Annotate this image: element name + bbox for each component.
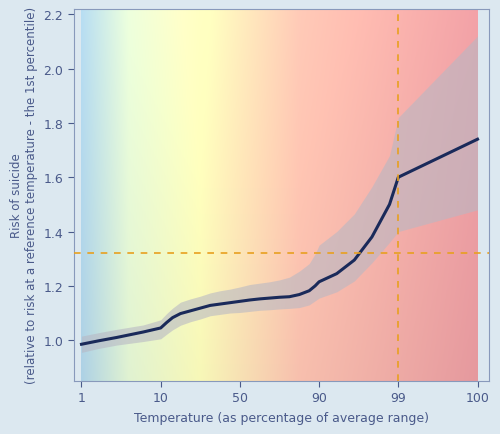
X-axis label: Temperature (as percentage of average range): Temperature (as percentage of average ra…: [134, 411, 429, 424]
Y-axis label: Risk of suicide
(relative to risk at a reference temperature - the 1st percentil: Risk of suicide (relative to risk at a r…: [10, 7, 38, 384]
